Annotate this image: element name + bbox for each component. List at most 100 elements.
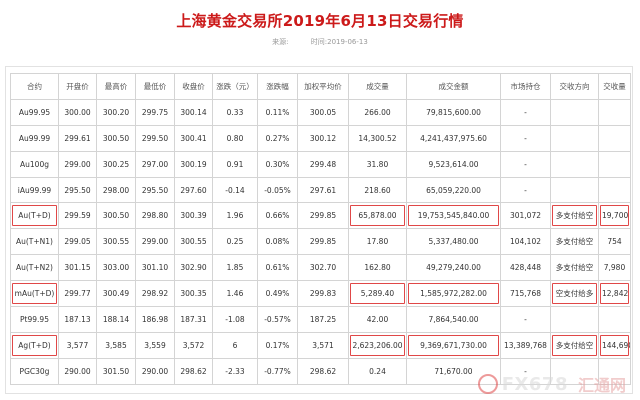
cell-open-interest: - — [500, 98, 551, 126]
cell-delivery-direction: 多支付给空 — [550, 331, 599, 359]
cell-delivery-direction — [550, 357, 599, 385]
cell-turnover: 5,337,480.00 — [406, 228, 501, 256]
cell-open-interest: - — [500, 176, 551, 204]
col-open-interest: 市场持仓 — [500, 73, 551, 100]
cell-turnover: 79,815,600.00 — [406, 98, 501, 126]
cell-turnover: 4,241,437,975.60 — [406, 124, 501, 152]
cell-turnover: 49,279,240.00 — [406, 254, 501, 282]
cell-turnover: 9,369,671,730.00 — [406, 331, 501, 359]
col-close: 收盘价 — [174, 73, 213, 100]
cell-open-interest: - — [500, 306, 551, 333]
cell-delivery-direction — [550, 124, 599, 152]
cell-close: 298.62 — [174, 357, 213, 385]
cell-open: 299.00 — [58, 150, 97, 178]
cell-weighted-avg: 299.83 — [297, 280, 349, 308]
table-row: Au100g 299.00 300.25 297.00 300.19 0.91 0.30% 2… — [10, 150, 631, 178]
cell-delivery-direction — [550, 306, 599, 333]
cell-delivery-volume: 7,980 — [598, 254, 631, 282]
cell-volume: 65,878.00 — [348, 202, 407, 230]
cell-volume: 2,623,206.00 — [348, 331, 407, 359]
cell-open: 290.00 — [58, 357, 97, 385]
col-volume: 成交量 — [348, 73, 407, 100]
watermark: FX678 汇通网 — [477, 372, 626, 396]
cell-weighted-avg: 299.85 — [297, 202, 349, 230]
cell-low: 290.00 — [135, 357, 175, 385]
cell-contract: Au99.99 — [10, 124, 59, 152]
cell-turnover: 9,523,614.00 — [406, 150, 501, 178]
cell-open: 299.59 — [58, 202, 97, 230]
table-row: mAu(T+D) 299.77 300.49 298.92 300.35 1.46 0.49… — [10, 280, 631, 308]
cell-change-pct: 0.61% — [257, 254, 298, 282]
cell-close: 302.90 — [174, 254, 213, 282]
cell-change-pct: 0.30% — [257, 150, 298, 178]
cell-contract: PGC30g — [10, 357, 59, 385]
cell-delivery-volume — [598, 98, 631, 126]
cell-weighted-avg: 300.05 — [297, 98, 349, 126]
cell-delivery-direction: 多支付给空 — [550, 228, 599, 256]
cell-delivery-direction — [550, 150, 599, 178]
watermark-text: FX678 — [501, 373, 568, 395]
cell-volume: 0.24 — [348, 357, 407, 385]
cell-volume: 42.00 — [348, 306, 407, 333]
cell-high: 188.14 — [96, 306, 136, 333]
cell-volume: 14,300.52 — [348, 124, 407, 152]
table-row: Au99.95 300.00 300.20 299.75 300.14 0.33 0.11%… — [10, 98, 631, 126]
cell-delivery-volume — [598, 306, 631, 333]
cell-change: 1.46 — [212, 280, 258, 308]
cell-low: 298.92 — [135, 280, 175, 308]
cell-delivery-volume — [598, 176, 631, 204]
cell-open: 3,577 — [58, 331, 97, 359]
cell-turnover: 7,864,540.00 — [406, 306, 501, 333]
cell-high: 300.20 — [96, 98, 136, 126]
cell-open-interest: - — [500, 124, 551, 152]
table-row: Pt99.95 187.13 188.14 186.98 187.31 -1.08 -0.5… — [10, 306, 631, 333]
cell-change-pct: -0.57% — [257, 306, 298, 333]
cell-open: 299.61 — [58, 124, 97, 152]
table-row: iAu99.99 295.50 298.00 295.50 297.60 -0.14 -0.… — [10, 176, 631, 204]
cell-volume: 218.60 — [348, 176, 407, 204]
cell-delivery-volume — [598, 150, 631, 178]
cell-open: 300.00 — [58, 98, 97, 126]
cell-low: 299.00 — [135, 228, 175, 256]
cell-change: -1.08 — [212, 306, 258, 333]
cell-contract: Au(T+D) — [10, 202, 59, 230]
cell-contract: Au(T+N1) — [10, 228, 59, 256]
cell-contract: Pt99.95 — [10, 306, 59, 333]
article-meta: 来源: 时间:2019-06-13 — [0, 37, 640, 47]
cell-weighted-avg: 300.12 — [297, 124, 349, 152]
cell-low: 186.98 — [135, 306, 175, 333]
table-row: Au99.99 299.61 300.50 299.50 300.41 0.80 0.27%… — [10, 124, 631, 152]
cell-delivery-volume — [598, 124, 631, 152]
cell-delivery-volume — [598, 357, 631, 385]
cell-open: 299.05 — [58, 228, 97, 256]
cell-weighted-avg: 187.25 — [297, 306, 349, 333]
cell-change: 0.80 — [212, 124, 258, 152]
col-high: 最高价 — [96, 73, 136, 100]
col-change: 涨跌（元） — [212, 73, 258, 100]
watermark-logo-icon — [477, 374, 498, 394]
cell-delivery-direction: 多支付给空 — [550, 202, 599, 230]
cell-open: 301.15 — [58, 254, 97, 282]
cell-open-interest: 104,102 — [500, 228, 551, 256]
cell-low: 299.75 — [135, 98, 175, 126]
cell-open-interest: 301,072 — [500, 202, 551, 230]
trading-table: 合约 开盘价 最高价 最低价 收盘价 涨跌（元） 涨跌幅 加权平均价 成交量 成… — [10, 73, 631, 385]
cell-change: 6 — [212, 331, 258, 359]
cell-close: 297.60 — [174, 176, 213, 204]
cell-volume: 5,289.40 — [348, 280, 407, 308]
col-turnover: 成交金额 — [406, 73, 501, 100]
table-frame — [5, 66, 633, 394]
page-title: 上海黄金交易所2019年6月13日交易行情 — [176, 12, 464, 30]
cell-close: 300.41 — [174, 124, 213, 152]
cell-weighted-avg: 3,571 — [297, 331, 349, 359]
cell-change: -2.33 — [212, 357, 258, 385]
cell-contract: Au99.95 — [10, 98, 59, 126]
cell-contract: Au(T+N2) — [10, 254, 59, 282]
table-header-row: 合约 开盘价 最高价 最低价 收盘价 涨跌（元） 涨跌幅 加权平均价 成交量 成… — [10, 73, 631, 100]
cell-open: 295.50 — [58, 176, 97, 204]
table-row: Ag(T+D) 3,577 3,585 3,559 3,572 6 0.17% 3,571 2,… — [10, 331, 631, 359]
cell-high: 300.55 — [96, 228, 136, 256]
cell-open-interest: 715,768 — [500, 280, 551, 308]
cell-delivery-direction: 多支付给空 — [550, 254, 599, 282]
cell-high: 300.50 — [96, 202, 136, 230]
